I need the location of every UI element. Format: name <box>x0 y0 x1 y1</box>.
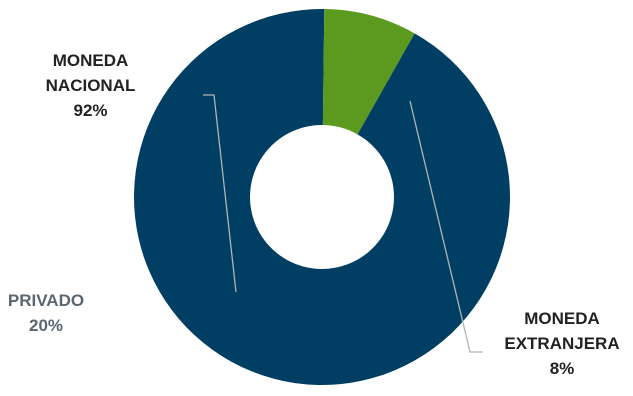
slice-value-label: 8% <box>549 359 575 378</box>
extra-label-privado: PRIVADO 20% <box>0 288 102 338</box>
slice-label-line-2: EXTRANJERA <box>504 334 620 353</box>
leader-lines <box>203 94 483 353</box>
slice-label-moneda-nacional: MONEDA NACIONAL 92% <box>28 48 153 123</box>
extra-label-text: PRIVADO <box>7 291 85 310</box>
slice-label-line-2: NACIONAL <box>45 76 136 95</box>
slice-label-line-1: MONEDA <box>524 309 600 328</box>
leader-line-moneda-nacional <box>203 94 237 293</box>
slice-label-line-1: MONEDA <box>52 51 129 70</box>
slice-label-moneda-extranjera: MONEDA EXTRANJERA 8% <box>487 306 633 381</box>
donut-slice-0 <box>134 9 510 386</box>
donut-slice-1 <box>322 9 415 135</box>
slices-layer <box>134 9 510 386</box>
slice-value-label: 92% <box>73 101 108 120</box>
leader-line-moneda-extranjera <box>409 100 483 353</box>
extra-value-label: 20% <box>28 316 64 335</box>
